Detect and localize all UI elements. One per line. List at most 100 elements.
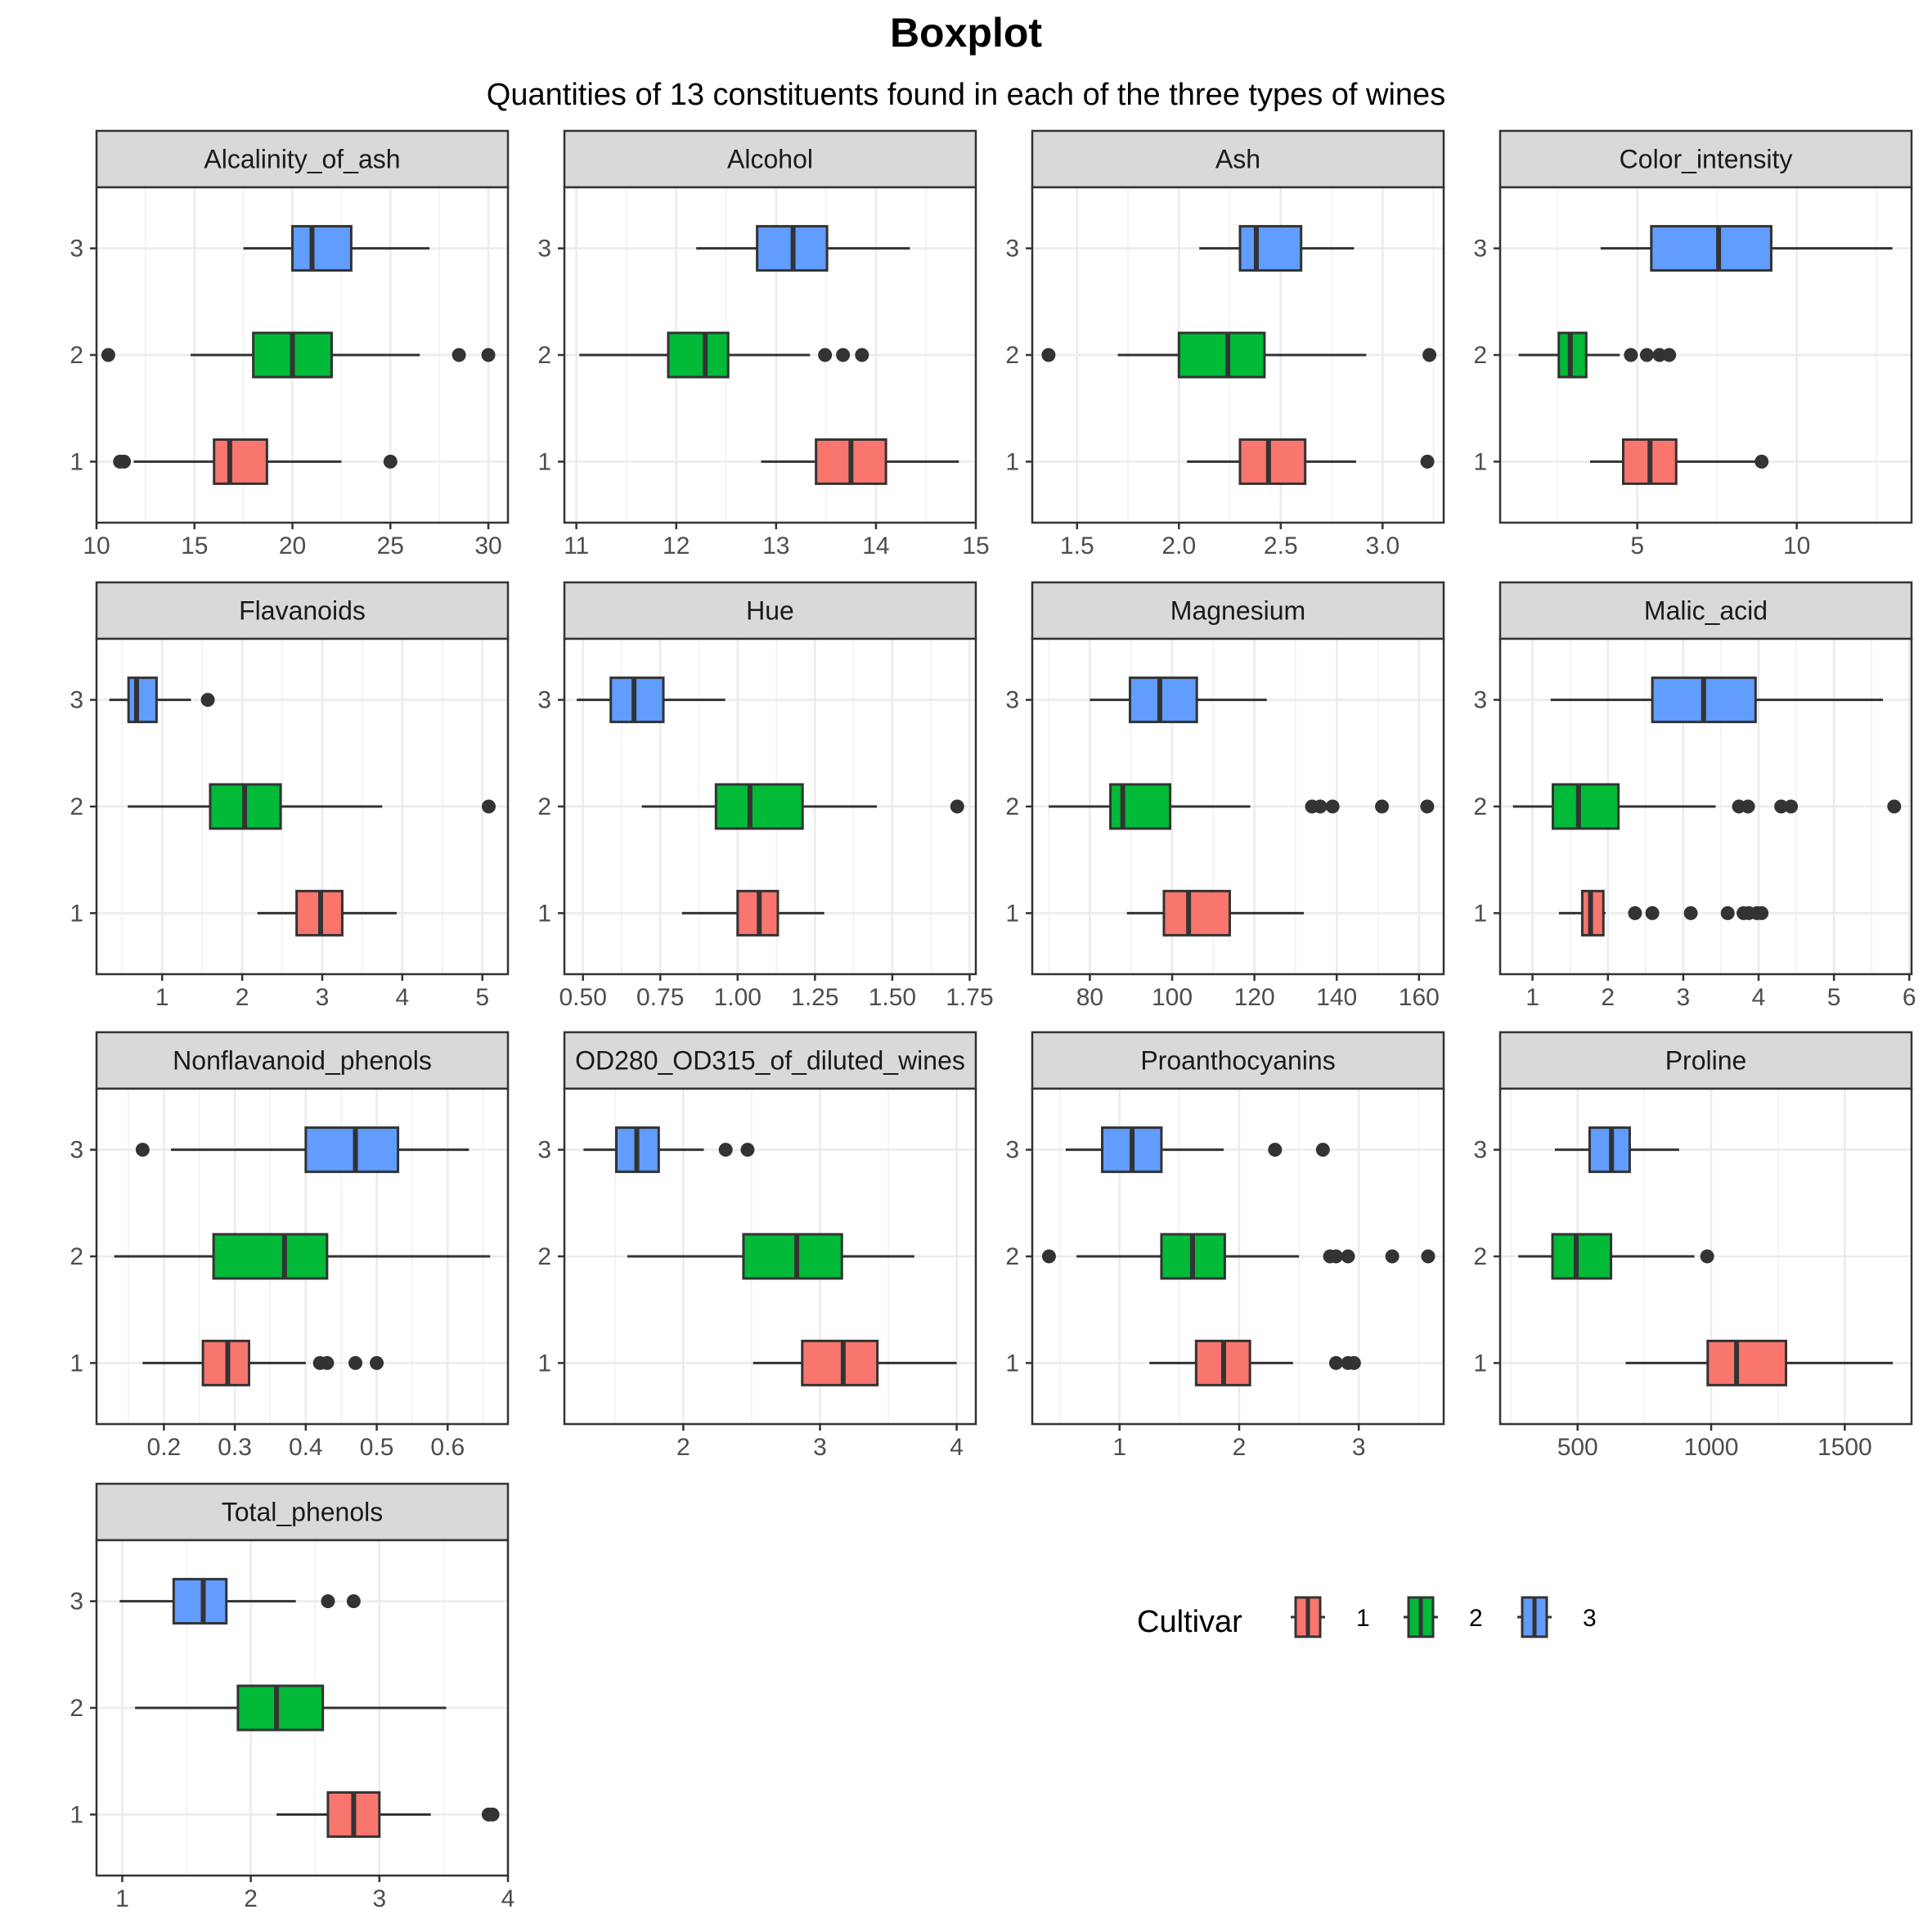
box-iqr bbox=[1128, 676, 1198, 724]
box-cultivar-2 bbox=[641, 783, 964, 830]
facet-panel-ash: Ash 1 2 3 1.5 2.0 2.5 3.0 bbox=[1005, 129, 1445, 559]
facet-strip-label: Alcohol bbox=[727, 145, 813, 174]
x-tick-label: 20 bbox=[279, 532, 306, 559]
facet-panel-color-intensity: Color_intensity 1 2 3 5 10 bbox=[1473, 129, 1913, 559]
box-iqr bbox=[172, 1578, 228, 1625]
box-iqr bbox=[236, 1684, 325, 1732]
x-tick-label: 3 bbox=[372, 1885, 386, 1912]
box-iqr bbox=[1109, 783, 1172, 830]
box-layer bbox=[101, 225, 496, 485]
y-tick-label: 3 bbox=[70, 1588, 83, 1615]
outlier-point bbox=[117, 454, 132, 469]
facet-strip-label: Ash bbox=[1215, 145, 1260, 174]
facet-strip bbox=[563, 129, 977, 189]
facet-panel-proanthocyanins: Proanthocyanins 1 2 3 1 2 3 bbox=[1005, 1031, 1445, 1461]
x-tick-label: 5 bbox=[1630, 532, 1644, 559]
outlier-point bbox=[1639, 348, 1654, 362]
box-iqr bbox=[742, 1233, 843, 1280]
y-tick-label: 2 bbox=[1005, 342, 1019, 369]
outlier-point bbox=[1346, 1355, 1361, 1370]
facet-strip bbox=[1498, 581, 1913, 640]
outlier-point bbox=[1420, 454, 1435, 469]
facet-strip bbox=[1031, 1031, 1445, 1090]
facet-strip-label: Color_intensity bbox=[1620, 145, 1793, 174]
y-tick-label: 1 bbox=[1473, 1350, 1487, 1377]
y-tick-label: 3 bbox=[1005, 687, 1019, 714]
x-tick-label: 25 bbox=[377, 532, 404, 559]
outlier-point bbox=[1645, 905, 1660, 920]
y-tick-label: 2 bbox=[1005, 793, 1019, 820]
x-tick-label: 0.3 bbox=[218, 1434, 252, 1461]
x-tick-label: 5 bbox=[475, 984, 489, 1011]
facet-strip-label: Nonflavanoid_phenols bbox=[173, 1046, 432, 1076]
box-cultivar-1 bbox=[276, 1790, 500, 1838]
x-tick-label: 100 bbox=[1152, 984, 1193, 1011]
x-tick-label: 160 bbox=[1399, 984, 1440, 1011]
outlier-point bbox=[481, 348, 496, 362]
outlier-point bbox=[1662, 348, 1677, 362]
box-cultivar-1 bbox=[1187, 438, 1435, 485]
box-cultivar-1 bbox=[1126, 889, 1304, 937]
x-tick-label: 3 bbox=[316, 984, 330, 1011]
box-layer bbox=[119, 1578, 500, 1838]
box-layer bbox=[579, 225, 959, 485]
facet-panel-alcalinity-of-ash: Alcalinity_of_ash 1 2 3 10 15 20 25 30 bbox=[70, 129, 510, 559]
legend-title: Cultivar bbox=[1137, 1605, 1242, 1639]
box-iqr bbox=[1551, 1233, 1613, 1280]
outlier-point bbox=[1325, 799, 1340, 814]
box-cultivar-3 bbox=[135, 1126, 470, 1174]
outlier-point bbox=[855, 348, 869, 362]
box-cultivar-1 bbox=[257, 889, 397, 937]
legend: Cultivar 1 2 3 bbox=[1137, 1596, 1597, 1639]
outlier-point bbox=[1315, 1143, 1330, 1157]
x-tick-label: 5 bbox=[1827, 984, 1841, 1011]
box-cultivar-2 bbox=[1512, 783, 1902, 830]
facet-strip-label: Hue bbox=[746, 596, 794, 626]
y-tick-label: 1 bbox=[1473, 900, 1487, 927]
box-cultivar-2 bbox=[1041, 1233, 1436, 1280]
x-tick-label: 30 bbox=[474, 532, 501, 559]
legend-key-label: 2 bbox=[1469, 1605, 1483, 1632]
outlier-point bbox=[1784, 799, 1799, 814]
facet-panel-proline: Proline 1 2 3 500 1000 1500 bbox=[1473, 1031, 1913, 1461]
x-tick-label: 0.75 bbox=[636, 984, 684, 1011]
x-tick-label: 14 bbox=[862, 532, 889, 559]
outlier-point bbox=[1041, 1249, 1056, 1264]
y-tick-label: 3 bbox=[1473, 687, 1487, 714]
box-iqr bbox=[1650, 225, 1772, 272]
y-tick-label: 2 bbox=[1473, 793, 1487, 820]
x-tick-label: 13 bbox=[762, 532, 789, 559]
outlier-point bbox=[1741, 799, 1755, 814]
box-cultivar-2 bbox=[627, 1233, 914, 1280]
x-tick-label: 3 bbox=[813, 1434, 827, 1461]
box-iqr bbox=[127, 676, 158, 724]
box-cultivar-3 bbox=[1600, 225, 1893, 272]
box-layer bbox=[1512, 676, 1902, 937]
box-cultivar-2 bbox=[1518, 331, 1677, 379]
facet-strip bbox=[1031, 129, 1445, 189]
outlier-point bbox=[321, 1594, 335, 1609]
x-tick-label: 1.75 bbox=[946, 984, 993, 1011]
box-iqr bbox=[667, 331, 730, 379]
box-iqr bbox=[1177, 331, 1266, 379]
box-cultivar-1 bbox=[142, 1339, 384, 1386]
x-tick-label: 500 bbox=[1557, 1434, 1598, 1461]
box-layer bbox=[1518, 225, 1893, 485]
box-layer bbox=[1049, 676, 1435, 937]
outlier-point bbox=[1375, 799, 1390, 814]
x-tick-label: 1.25 bbox=[791, 984, 838, 1011]
x-tick-label: 10 bbox=[1783, 532, 1810, 559]
box-cultivar-2 bbox=[1041, 331, 1437, 379]
facet-strip-label: Magnesium bbox=[1170, 596, 1305, 626]
outlier-point bbox=[1720, 905, 1735, 920]
box-cultivar-2 bbox=[135, 1684, 447, 1732]
outlier-point bbox=[1328, 1355, 1343, 1370]
box-cultivar-3 bbox=[583, 1126, 755, 1174]
facet-strip-label: Alcalinity_of_ash bbox=[204, 145, 400, 174]
x-tick-label: 1500 bbox=[1817, 1434, 1872, 1461]
x-tick-label: 2 bbox=[1601, 984, 1615, 1011]
legend-key-label: 3 bbox=[1583, 1605, 1597, 1632]
facet-strip bbox=[1498, 129, 1913, 189]
box-cultivar-1 bbox=[761, 438, 959, 485]
outlier-point bbox=[452, 348, 466, 362]
